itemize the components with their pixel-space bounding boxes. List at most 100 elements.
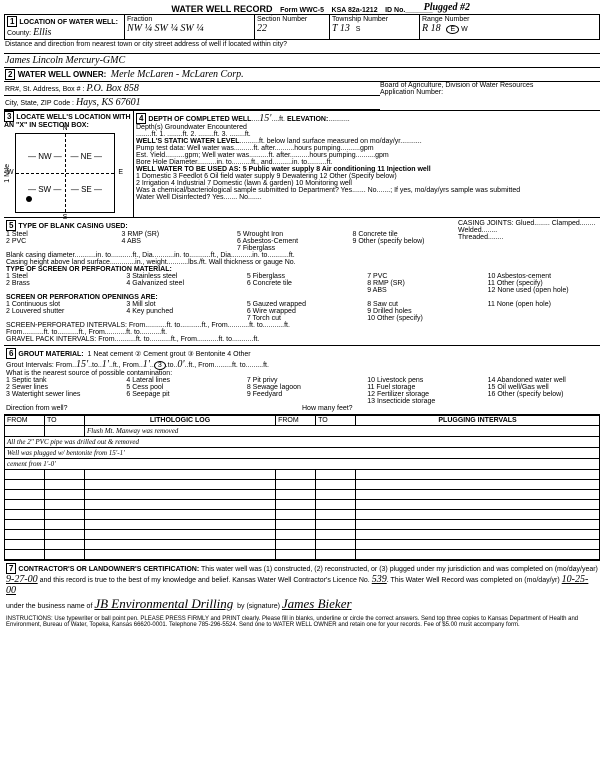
ct9: 10 Livestock pens [367,377,477,384]
o2: 3 Mill slot [126,301,236,308]
section-num: 22 [257,23,267,34]
sc9: 10 Asbestos-cement [488,273,598,280]
c2: 3 RMP (SR) [122,231,228,238]
city: Hays, KS 67601 [76,97,141,108]
biz: JB Environmental Drilling [94,596,233,611]
top-note: Plugged #2 [424,2,470,13]
s4-r6: 1 Domestic 3 Feedlot 6 Oil field water s… [136,173,598,180]
fraction: NW ¼ SW ¼ SW ¼ [127,23,204,34]
height: Casing height above land surface........… [6,259,598,266]
s7-t5: This Water Well Record was completed on … [390,577,559,584]
o5: 6 Wire wrapped [247,308,357,315]
sc11: 12 None used (open hole) [488,287,598,294]
ct4: 5 Cess pool [126,384,236,391]
c3: 4 ABS [122,238,228,245]
lt2: TO [316,416,356,426]
sc1: 2 Brass [6,280,116,287]
s4-r9: Water Well Disinfected? Yes....... No...… [136,194,598,201]
contam-label: What is the nearest source of possible c… [6,370,598,377]
c6: 7 Fiberglass [237,245,343,252]
depth: 15' [259,113,271,124]
plug-h: PLUGGING INTERVALS [438,417,516,424]
c0: 1 Steel [6,231,112,238]
s6-opts: 1 Neat cement ② Cement grout ③ Bentonite… [88,351,251,358]
o4: 5 Gauzed wrapped [247,301,357,308]
county: Ellis [33,27,51,38]
distance: James Lincoln Mercury-GMC [5,55,125,66]
s4-label: DEPTH OF COMPLETED WELL [148,116,251,123]
blank-dia: Blank casing diameter...........in. to..… [6,252,598,259]
twp-label: Township Number [332,16,388,23]
j2: Threaded........ [458,234,598,241]
ll3: cement from 1'-0' [5,459,600,470]
i2: GRAVEL PACK INTERVALS: From...........ft… [6,336,598,343]
c4: 5 Wrought Iron [237,231,343,238]
sc3: 4 Galvanized steel [126,280,236,287]
title: WATER WELL RECORD [171,4,272,14]
ct3: 4 Lateral lines [126,377,236,384]
sc5: 6 Concrete tile [247,280,357,287]
screen-label: TYPE OF SCREEN OR PERFORATION MATERIAL: [6,266,172,273]
c8: 9 Other (specify below) [353,238,459,245]
board: Board of Agriculture, Division of Water … [380,82,600,89]
range: R 18 [422,23,441,34]
o9: 10 Other (specify) [367,315,477,322]
sc6: 7 PVC [367,273,477,280]
section1-table: 1 LOCATION OF WATER WELL: County: Ellis … [4,14,600,40]
ll2: Well was plugged w/ bentonite from 15'-1… [5,448,600,459]
app-num: Application Number: [380,89,600,96]
lt1: TO [45,416,85,426]
ct5: 6 Seepage pit [126,391,236,398]
owner: Merle McLaren - McLaren Corp. [111,69,244,80]
s7-label: CONTRACTOR'S OR LANDOWNER'S CERTIFICATIO… [18,566,199,573]
ksa: KSA 82a-1212 [332,7,378,14]
twp-dir: S [356,26,361,33]
s7-t3: and this record is true to the best of m… [40,577,256,584]
howmany: How many feet? [302,405,598,412]
addr-label: RR#, St. Address, Box # [5,86,80,93]
sig: James Bieker [282,596,352,611]
ct0: 1 Septic tank [6,377,116,384]
s7-t6: under the business name of [6,603,92,610]
ct1: 2 Sewer lines [6,384,116,391]
addr: P.O. Box 858 [86,83,139,94]
sc4: 5 Fiberglass [247,273,357,280]
s4-r4: Bore Hole Diameter [136,159,197,166]
ct6: 7 Pit privy [247,377,357,384]
o8: 9 Drilled holes [367,308,477,315]
form-id: Form WWC-5 [280,7,324,14]
ct14: 15 Oil well/Gas well [488,384,598,391]
s4-r8: Was a chemical/bacteriological sample su… [136,187,598,194]
s2-label: WATER WELL OWNER: [18,70,107,79]
o7: 8 Saw cut [367,301,477,308]
township: T 13 [332,23,350,34]
ct11: 12 Fertilizer storage [367,391,477,398]
grout-int: Grout Intervals: From..15'..to..1'..ft.,… [6,362,269,369]
log-table: FROM TO LITHOLOGIC LOG FROM TO PLUGGING … [4,415,600,560]
s4-r0: Depth(s) Groundwater Encountered [136,124,598,131]
s5-label: TYPE OF BLANK CASING USED: [18,223,127,230]
j1: Welded........ [458,227,598,234]
s4-r2: Pump test data: Well water was [136,145,234,152]
ct10: 11 Fuel storage [367,384,477,391]
s7-t4: Water Well Contractor's Licence No. [258,577,370,584]
lf1: FROM [5,416,45,426]
litho-h: LITHOLOGIC LOG [150,417,210,424]
sc8: 9 ABS [367,287,477,294]
ct15: 16 Other (specify below) [488,391,598,398]
ct7: 8 Sewage lagoon [247,384,357,391]
o6: 7 Torch cut [247,315,357,322]
ct8: 9 Feedyard [247,391,357,398]
i1: From...........ft. to...........ft., Fro… [6,329,598,336]
s4-r5: WELL WATER TO BE USED AS: 5 Public water… [136,166,431,173]
s4-r7: 2 Irrigation 4 Industrial 7 Domestic (la… [136,180,598,187]
sec-label: Section Number [257,16,307,23]
date1: 9-27-00 [6,574,38,585]
ct13: 14 Abandoned water well [488,377,598,384]
ct2: 3 Watertight sewer lines [6,391,116,398]
o0: 1 Continuous slot [6,301,116,308]
rng-dir: E [446,25,459,34]
sc7: 8 RMP (SR) [367,280,477,287]
ct12: 13 Insecticide storage [367,398,477,405]
dist-label: Distance and direction from nearest town… [5,41,287,48]
